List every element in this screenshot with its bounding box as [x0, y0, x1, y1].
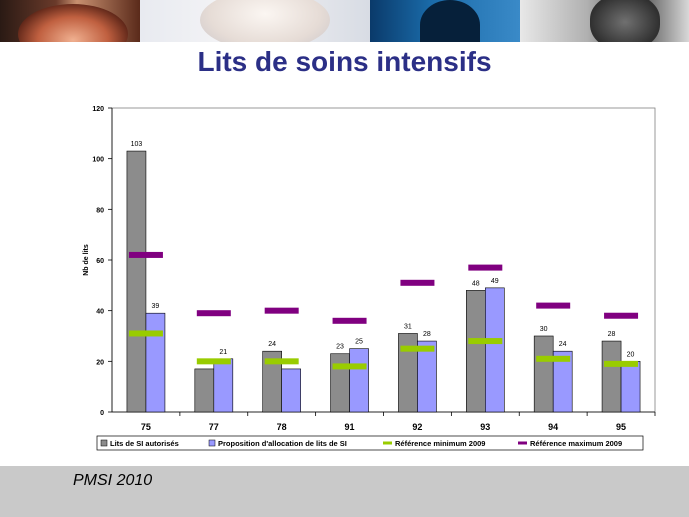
y-tick-label: 20	[96, 359, 104, 366]
marker-reference-minimum	[604, 360, 639, 367]
legend-item-reference-minimum-label: Référence minimum 2009	[395, 439, 485, 448]
data-label-lits-autorises: 30	[540, 326, 548, 333]
bar-lits-autorises	[466, 290, 486, 413]
bar-proposition	[281, 368, 301, 413]
x-tick-label: 77	[209, 422, 219, 432]
data-label-lits-autorises: 103	[131, 141, 143, 148]
legend-box	[96, 435, 644, 451]
header-photo-strip	[0, 0, 689, 42]
marker-reference-maximum	[400, 279, 435, 286]
x-tick-label: 75	[141, 422, 151, 432]
bar-lits-autorises	[533, 335, 554, 413]
x-tick-label: 92	[412, 422, 422, 432]
photo-baby	[140, 0, 370, 42]
data-label-lits-autorises: 23	[336, 344, 344, 351]
x-tick-label: 94	[548, 422, 558, 432]
marker-reference-maximum	[264, 307, 299, 314]
y-tick-label: 60	[96, 258, 104, 265]
marker-reference-minimum	[264, 358, 299, 365]
data-label-lits-autorises: 31	[404, 323, 412, 330]
marker-reference-maximum	[468, 264, 503, 271]
bar-proposition	[145, 312, 166, 413]
legend-item-reference-minimum-swatch	[383, 441, 392, 445]
y-axis-label: Nb de lits	[83, 244, 90, 276]
marker-reference-maximum	[536, 302, 571, 309]
data-label-lits-autorises: 24	[268, 341, 276, 348]
x-tick-label: 91	[345, 422, 355, 432]
bar-proposition	[552, 350, 573, 413]
data-label-proposition: 24	[559, 341, 567, 348]
marker-reference-maximum	[196, 310, 231, 317]
legend-item-reference-maximum-swatch	[518, 441, 527, 445]
y-tick-label: 120	[92, 106, 104, 113]
data-label-proposition: 39	[152, 303, 160, 310]
marker-reference-maximum	[604, 312, 639, 319]
legend-item-proposition-swatch	[208, 439, 216, 447]
bar-proposition	[417, 340, 437, 413]
bar-lits-autorises	[194, 368, 215, 413]
marker-reference-minimum	[128, 330, 163, 337]
footer-source: PMSI 2010	[73, 472, 153, 489]
legend-item-lits-autorises-swatch	[100, 439, 108, 447]
y-tick-label: 40	[96, 309, 104, 316]
bar-proposition	[213, 358, 234, 413]
y-tick-label: 80	[96, 207, 104, 214]
data-label-proposition: 20	[627, 351, 635, 358]
bar-lits-autorises	[126, 150, 147, 413]
data-label-lits-autorises: 48	[472, 280, 480, 287]
legend-item-proposition-label: Proposition d'allocation de lits de SI	[218, 439, 347, 448]
data-label-proposition: 25	[355, 339, 363, 346]
x-tick-label: 95	[616, 422, 626, 432]
bar-lits-autorises	[601, 340, 622, 413]
legend-item-lits-autorises-label: Lits de SI autorisés	[110, 439, 179, 448]
y-tick-label: 0	[100, 410, 104, 417]
bar-proposition	[485, 287, 505, 413]
bar-proposition	[349, 348, 369, 413]
marker-reference-minimum	[332, 363, 367, 370]
bar-lits-autorises	[330, 353, 350, 413]
page-title: Lits de soins intensifs	[197, 46, 492, 77]
data-label-proposition: 21	[219, 349, 227, 356]
footer-band	[0, 466, 689, 517]
marker-reference-minimum	[468, 338, 503, 345]
y-tick-label: 100	[92, 157, 104, 164]
plot-area	[111, 107, 656, 413]
data-label-lits-autorises: 28	[608, 331, 616, 338]
marker-reference-maximum	[128, 251, 163, 258]
marker-reference-minimum	[400, 345, 435, 352]
marker-reference-minimum	[196, 358, 231, 365]
bar-proposition	[620, 361, 641, 413]
x-tick-label: 93	[480, 422, 490, 432]
photo-face	[520, 0, 689, 42]
marker-reference-maximum	[332, 317, 367, 324]
photo-silhouette	[370, 0, 520, 42]
bar-lits-autorises	[398, 333, 418, 413]
photo-embryo	[0, 0, 140, 42]
legend-item-reference-maximum-label: Référence maximum 2009	[530, 439, 622, 448]
data-label-proposition: 49	[491, 278, 499, 285]
x-tick-label: 78	[277, 422, 287, 432]
data-label-proposition: 28	[423, 331, 431, 338]
marker-reference-minimum	[536, 355, 571, 362]
